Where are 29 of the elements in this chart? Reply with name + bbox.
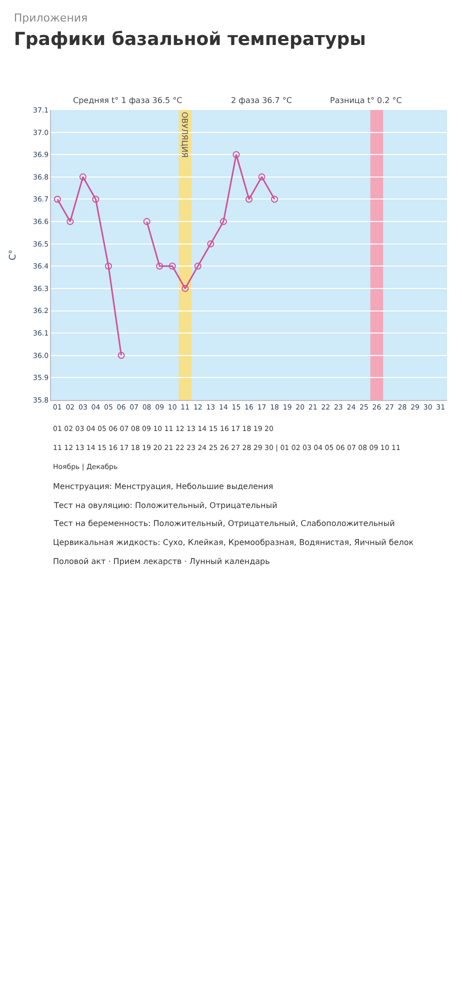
point (143, 218, 150, 226)
point (232, 151, 240, 158)
y-axis-title: C° (8, 250, 18, 260)
point (207, 240, 214, 248)
point (66, 218, 74, 226)
point (246, 196, 252, 203)
text: Цервикальная жидкость: Сухо, Клейкая, Кремообразная, Водянистая, Яичный белок (53, 538, 414, 547)
point (182, 284, 189, 292)
point (271, 196, 278, 203)
text: Средняя t° 1 фаза 36.5 °C (73, 96, 183, 105)
point (156, 262, 164, 270)
chart-title: Графики базальной температуры (14, 29, 366, 50)
chart-subtitle: Приложения (14, 12, 88, 25)
text: Половой акт · Прием лекарств · Лунный календарь (53, 557, 270, 566)
point (104, 262, 112, 270)
point (79, 173, 86, 180)
text: Менструация: Менструация, Небольшие выделения (53, 482, 274, 491)
band-label: ОВУЛЯЦИЯ (180, 112, 190, 158)
point (168, 262, 176, 270)
point (194, 262, 202, 270)
point (92, 196, 100, 203)
point (258, 173, 266, 180)
text: Тест на беременность: Положительный, Отрицательный, Слабоположительный (53, 519, 395, 528)
text: Тест на овуляцию: Положительный, Отрицательный (53, 501, 278, 510)
text: 2 фаза 36.7 °C (231, 96, 292, 105)
point (54, 196, 61, 203)
point (220, 218, 227, 226)
text: Разница t° 0.2 °C (330, 96, 402, 105)
point (118, 352, 125, 359)
